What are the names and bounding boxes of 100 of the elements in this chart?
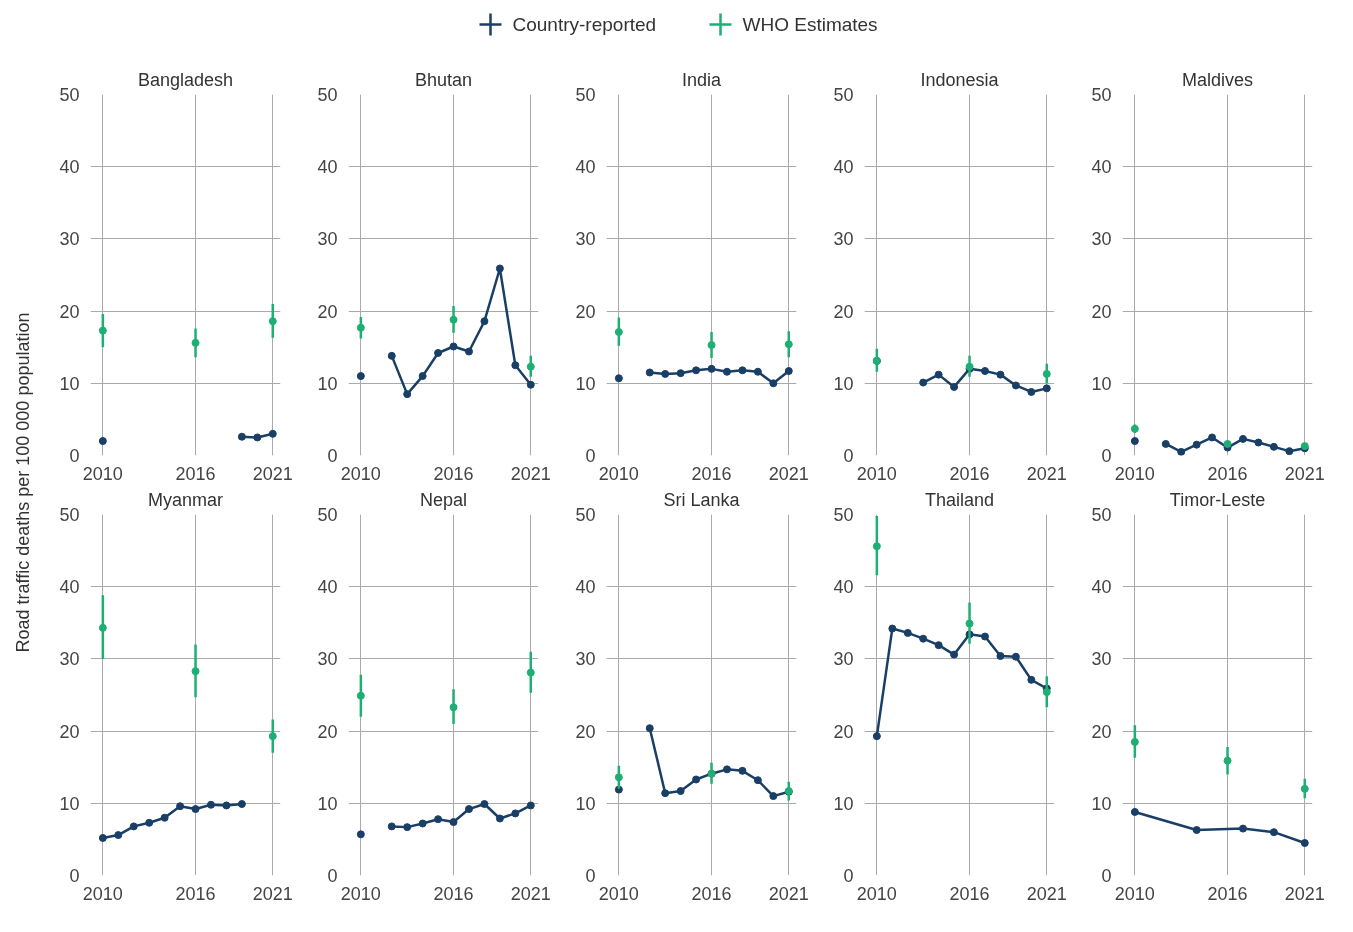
- chart-title: Timor-Leste: [1169, 489, 1266, 510]
- x-tick-label: 2010: [82, 883, 123, 904]
- x-tick-label: 2021: [510, 463, 551, 484]
- y-tick-label: 10: [59, 373, 80, 394]
- x-tick-label: 2021: [1026, 883, 1067, 904]
- y-tick-label: 30: [317, 649, 338, 670]
- x-tick-label: 2016: [175, 883, 216, 904]
- y-tick-label: 30: [833, 229, 854, 250]
- x-tick-label: 2021: [252, 883, 293, 904]
- y-tick-label: 20: [317, 301, 338, 322]
- y-tick-label: 30: [833, 649, 854, 670]
- y-tick-label: 0: [843, 866, 854, 886]
- chart-title: Myanmar: [147, 489, 224, 510]
- y-tick-label: 0: [843, 446, 854, 466]
- y-tick-label: 10: [1091, 373, 1112, 394]
- chart-title: India: [681, 69, 723, 90]
- x-tick-label: 2016: [949, 463, 990, 484]
- y-tick-label: 40: [833, 577, 854, 598]
- x-tick-label: 2010: [856, 463, 897, 484]
- y-tick-label: 10: [575, 793, 596, 814]
- y-axis-title: Road traffic deaths per 100 000 population: [12, 312, 33, 653]
- x-tick-label: 2021: [252, 463, 293, 484]
- x-tick-label: 2021: [510, 883, 551, 904]
- y-tick-label: 10: [575, 373, 596, 394]
- y-tick-label: 20: [1091, 301, 1112, 322]
- y-tick-label: 10: [317, 373, 338, 394]
- x-tick-label: 2010: [340, 463, 381, 484]
- y-tick-label: 0: [1101, 446, 1112, 466]
- y-tick-label: 40: [1091, 577, 1112, 598]
- x-tick-label: 2016: [691, 883, 732, 904]
- y-tick-label: 20: [833, 301, 854, 322]
- y-tick-label: 50: [317, 505, 338, 525]
- y-tick-label: 20: [1091, 721, 1112, 742]
- x-tick-label: 2016: [433, 883, 474, 904]
- legend-label: Country-reported: [512, 14, 657, 35]
- y-tick-label: 40: [575, 157, 596, 178]
- x-tick-label: 2016: [1207, 883, 1248, 904]
- y-tick-label: 20: [575, 721, 596, 742]
- y-tick-label: 0: [585, 866, 596, 886]
- y-tick-label: 50: [1091, 85, 1112, 105]
- x-tick-label: 2016: [1207, 463, 1248, 484]
- y-tick-label: 10: [59, 793, 80, 814]
- x-tick-label: 2016: [691, 463, 732, 484]
- y-tick-label: 30: [1091, 649, 1112, 670]
- x-tick-label: 2021: [1026, 463, 1067, 484]
- x-tick-label: 2010: [340, 883, 381, 904]
- chart-title: Maldives: [1181, 69, 1254, 90]
- y-tick-label: 30: [317, 229, 338, 250]
- y-tick-label: 40: [575, 577, 596, 598]
- y-tick-label: 40: [833, 157, 854, 178]
- y-tick-label: 50: [575, 505, 596, 525]
- y-tick-label: 30: [59, 229, 80, 250]
- y-tick-label: 20: [317, 721, 338, 742]
- x-tick-label: 2021: [768, 883, 809, 904]
- y-tick-label: 20: [833, 721, 854, 742]
- y-tick-label: 10: [1091, 793, 1112, 814]
- chart-title: Nepal: [419, 489, 468, 510]
- x-tick-label: 2010: [1114, 883, 1155, 904]
- y-tick-label: 50: [833, 85, 854, 105]
- y-tick-label: 40: [59, 157, 80, 178]
- y-tick-label: 50: [317, 85, 338, 105]
- chart-title: Sri Lanka: [663, 489, 741, 510]
- x-tick-label: 2010: [856, 883, 897, 904]
- y-tick-label: 10: [833, 373, 854, 394]
- x-tick-label: 2016: [433, 463, 474, 484]
- y-tick-label: 30: [1091, 229, 1112, 250]
- x-tick-label: 2010: [598, 463, 639, 484]
- legend-label: WHO Estimates: [742, 14, 878, 35]
- x-tick-label: 2010: [598, 883, 639, 904]
- y-tick-label: 50: [575, 85, 596, 105]
- y-tick-label: 30: [59, 649, 80, 670]
- y-tick-label: 20: [59, 721, 80, 742]
- y-tick-label: 10: [317, 793, 338, 814]
- x-tick-label: 2021: [1284, 463, 1325, 484]
- y-tick-label: 50: [59, 85, 80, 105]
- x-tick-label: 2010: [1114, 463, 1155, 484]
- y-tick-label: 0: [69, 866, 80, 886]
- y-tick-label: 0: [585, 446, 596, 466]
- y-tick-label: 0: [327, 446, 338, 466]
- y-tick-label: 10: [833, 793, 854, 814]
- y-tick-label: 0: [69, 446, 80, 466]
- x-tick-label: 2021: [1284, 883, 1325, 904]
- y-tick-label: 0: [1101, 866, 1112, 886]
- x-tick-label: 2016: [175, 463, 216, 484]
- y-tick-label: 50: [1091, 505, 1112, 525]
- y-tick-label: 0: [327, 866, 338, 886]
- x-tick-label: 2016: [949, 883, 990, 904]
- chart-title: Indonesia: [920, 69, 1000, 90]
- y-tick-label: 40: [1091, 157, 1112, 178]
- y-tick-label: 40: [317, 157, 338, 178]
- x-tick-label: 2021: [768, 463, 809, 484]
- y-tick-label: 30: [575, 649, 596, 670]
- chart-title: Bhutan: [414, 69, 473, 90]
- y-tick-label: 20: [575, 301, 596, 322]
- y-tick-label: 40: [59, 577, 80, 598]
- chart-title: Bangladesh: [137, 69, 234, 90]
- x-tick-label: 2010: [82, 463, 123, 484]
- y-tick-label: 40: [317, 577, 338, 598]
- y-tick-label: 50: [833, 505, 854, 525]
- chart-title: Thailand: [924, 489, 995, 510]
